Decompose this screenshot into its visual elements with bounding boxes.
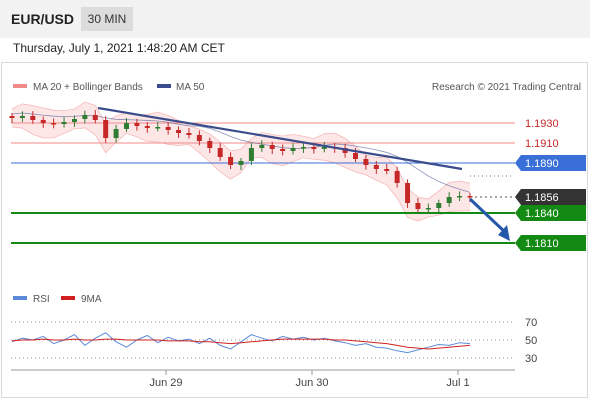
candle-body	[124, 123, 129, 129]
chart-legend: MA 20 + Bollinger Bands MA 50 Research ©…	[13, 82, 581, 93]
candle-body	[113, 129, 119, 138]
candle-body	[51, 123, 57, 125]
level-label-1.1840: 1.1840	[525, 208, 559, 220]
candle-body	[457, 196, 463, 198]
level-label-1.1810: 1.1810	[525, 238, 559, 250]
instrument-title: EUR/USD	[11, 11, 75, 27]
x-tick-label-Jun 30: Jun 30	[295, 377, 328, 389]
level-label-1.1890: 1.1890	[525, 158, 559, 170]
rsi-panel: RSI 9MA 70 50 30	[11, 294, 537, 365]
price-panel: 1.1930 1.1910 1.1890 1.1856 1.1840 1.1810	[9, 101, 586, 251]
bollinger-upper-line	[11, 101, 471, 200]
level-label-1.1856: 1.1856	[525, 192, 559, 204]
candle-body	[415, 203, 421, 209]
candle-body	[363, 159, 369, 165]
candle-body	[92, 115, 98, 120]
candle-body	[217, 148, 223, 157]
rsi-tick-label-30: 30	[525, 353, 537, 365]
level-label-1.1930: 1.1930	[525, 118, 559, 130]
candle-body	[384, 169, 390, 171]
candle-body	[300, 147, 306, 149]
candle-body	[176, 130, 182, 133]
candle-body	[405, 183, 411, 203]
candle-body	[165, 127, 171, 130]
title-bar: EUR/USD 30 MIN	[0, 0, 590, 38]
candle-body	[155, 127, 161, 129]
candle-body	[196, 135, 202, 141]
rsi-legend-label: RSI	[33, 294, 50, 305]
level-tag-1.1840	[515, 205, 586, 221]
forecast-arrow-head	[498, 225, 510, 241]
candle-body	[30, 116, 36, 120]
candle-body	[40, 120, 46, 123]
candle-body	[144, 126, 150, 128]
candle-body	[207, 141, 213, 148]
candle-body	[71, 119, 77, 122]
candle-body	[311, 147, 317, 149]
forecast-arrow-shaft	[468, 197, 508, 235]
ma50-line	[11, 112, 471, 193]
rsi-ma-line	[11, 338, 471, 350]
x-tick-label-Jul 1: Jul 1	[446, 377, 469, 389]
level-tag-1.1890	[515, 155, 586, 171]
candle-body	[61, 122, 67, 124]
bollinger-legend-label: MA 20 + Bollinger Bands	[33, 82, 143, 93]
descending-trendline	[97, 106, 463, 171]
timeframe-button[interactable]: 30 MIN	[81, 7, 133, 31]
candle-body	[425, 208, 431, 210]
report-timestamp: Thursday, July 1, 2021 1:48:20 AM CET	[13, 41, 225, 55]
candle-body	[353, 153, 358, 159]
candle-body	[290, 148, 296, 151]
ma50-legend-label: MA 50	[176, 82, 205, 93]
rsi-ma-legend-swatch	[61, 296, 75, 300]
candle-body	[259, 145, 265, 148]
candle-body	[82, 115, 88, 119]
candle-body	[186, 133, 192, 135]
x-tick-label-Jun 29: Jun 29	[149, 377, 182, 389]
research-credit: Research © 2021 Trading Central	[432, 82, 581, 93]
rsi-ma-legend-label: 9MA	[81, 294, 102, 305]
rsi-line	[11, 332, 471, 354]
chart-frame	[1, 62, 588, 398]
candle-body	[446, 197, 452, 203]
rsi-legend-swatch	[13, 296, 27, 300]
bollinger-legend-swatch	[13, 84, 27, 88]
candle-body	[373, 165, 379, 169]
level-label-1.1910: 1.1910	[525, 138, 559, 150]
candle-body	[467, 196, 473, 198]
candle-body	[248, 148, 254, 161]
candle-body	[394, 171, 400, 183]
candle-body	[19, 116, 25, 118]
level-tag-1.1856	[515, 189, 586, 205]
time-axis: Jun 29 Jun 30 Jul 1	[11, 369, 515, 389]
candle-body	[238, 161, 244, 165]
bollinger-lower-line	[11, 126, 471, 222]
candle-body	[9, 116, 15, 118]
candle-body	[321, 147, 327, 149]
rsi-tick-label-50: 50	[525, 335, 537, 347]
rsi-tick-label-70: 70	[525, 317, 537, 329]
candle-body	[228, 157, 234, 165]
level-tag-1.1810	[515, 235, 586, 251]
candle-body	[436, 203, 442, 208]
candle-body	[103, 120, 109, 138]
ma50-legend-swatch	[157, 84, 171, 88]
candle-body	[269, 145, 275, 149]
candle-body	[280, 149, 286, 151]
candle-body	[134, 123, 140, 126]
